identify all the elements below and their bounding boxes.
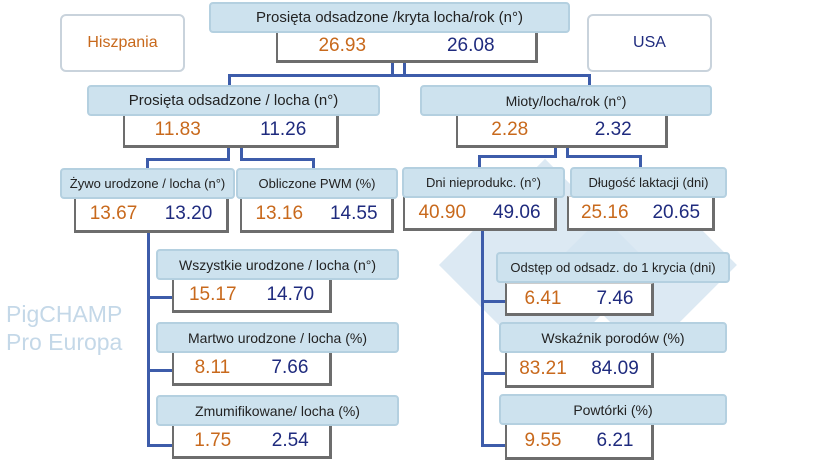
value-usa: 13.20 (164, 203, 213, 224)
node-total-born-header: Wszystkie urodzone / locha (n°) (156, 249, 399, 280)
value-spain: 9.55 (524, 430, 562, 451)
node-litters-values: 2.28 2.32 (456, 114, 668, 148)
connector (228, 74, 231, 88)
node-weaned-sow-values: 11.83 11.26 (123, 114, 339, 148)
connector (554, 145, 557, 158)
value-usa: 14.55 (329, 203, 378, 224)
connector (312, 158, 315, 172)
value-spain: 6.41 (524, 287, 562, 309)
connector (588, 74, 591, 88)
value-usa: 14.70 (266, 283, 315, 305)
connector (147, 444, 175, 447)
connector (566, 145, 569, 158)
value-usa: 6.21 (596, 430, 634, 451)
value-usa: 84.09 (591, 358, 639, 379)
node-mummified-header: Zmumifikowane/ locha (%) (156, 395, 399, 426)
value-spain: 13.16 (255, 203, 304, 224)
value-spain: 40.90 (418, 201, 467, 223)
connector (481, 300, 507, 303)
value-usa: 26.08 (446, 35, 495, 56)
value-usa: 11.26 (260, 119, 307, 140)
connector (478, 155, 557, 158)
value-spain: 1.75 (194, 429, 232, 451)
connector (228, 74, 591, 77)
value-spain: 2.28 (491, 119, 529, 140)
node-stillborn-header: Martwo urodzone / locha (%) (156, 322, 399, 353)
value-spain: 8.11 (194, 356, 231, 378)
node-repeats-values: 9.55 6.21 (505, 424, 654, 460)
node-npd-values: 40.90 49.06 (403, 196, 557, 231)
connector (391, 60, 394, 77)
connector (240, 145, 243, 160)
node-lactation-values: 25.16 20.65 (567, 196, 715, 231)
connector (240, 158, 315, 161)
connector (403, 60, 406, 77)
connector (147, 296, 175, 299)
connector (566, 155, 642, 158)
node-born-alive-values: 13.67 13.20 (74, 197, 229, 233)
connector (481, 228, 484, 447)
connector (478, 155, 481, 169)
value-spain: 13.67 (89, 203, 138, 224)
node-litters-header: Mioty/locha/rok (n°) (420, 85, 712, 116)
connector (146, 158, 149, 172)
value-spain: 83.21 (519, 358, 567, 379)
node-born-alive-header: Żywo urodzone / locha (n°) (60, 168, 235, 199)
node-wean-service-values: 6.41 7.46 (505, 283, 654, 316)
connector (639, 155, 642, 169)
value-spain: 11.83 (154, 119, 201, 140)
value-spain: 25.16 (580, 201, 629, 223)
node-farrowing-rate-values: 83.21 84.09 (505, 352, 654, 388)
connector (481, 372, 507, 375)
value-usa: 2.32 (594, 119, 632, 140)
watermark-text: PigCHAMP Pro Europa (6, 301, 123, 355)
connector (146, 158, 230, 161)
value-usa: 7.66 (271, 356, 309, 378)
connector (481, 444, 507, 447)
node-total-born-values: 15.17 14.70 (172, 278, 332, 313)
connector (147, 230, 150, 447)
node-lactation-header: Długość laktacji (dni) (570, 167, 727, 198)
connector (147, 369, 175, 372)
node-mummified-values: 1.75 2.54 (172, 424, 332, 459)
node-pwm-header: Obliczone PWM (%) (236, 168, 398, 199)
node-pwm-values: 13.16 14.55 (240, 197, 394, 233)
value-usa: 49.06 (492, 201, 541, 223)
legend-usa: USA (587, 14, 712, 72)
value-usa: 7.46 (596, 287, 634, 309)
node-top-values: 26.93 26.08 (276, 31, 538, 63)
node-top-header: Prosięta odsadzone /kryta locha/rok (n°) (209, 2, 570, 33)
node-wean-service-header: Odstęp od odsadz. do 1 krycia (dni) (496, 252, 730, 283)
node-npd-header: Dni nieprodukc. (n°) (402, 167, 565, 198)
legend-spain: Hiszpania (60, 14, 185, 72)
value-usa: 20.65 (652, 201, 701, 223)
node-weaned-sow-header: Prosięta odsadzone / locha (n°) (87, 85, 380, 116)
node-farrowing-rate-header: Wskaźnik porodów (%) (499, 322, 727, 353)
node-repeats-header: Powtórki (%) (499, 394, 727, 425)
connector (227, 145, 230, 160)
value-spain: 26.93 (318, 35, 367, 56)
value-spain: 15.17 (188, 283, 237, 305)
node-stillborn-values: 8.11 7.66 (172, 351, 332, 386)
value-usa: 2.54 (271, 429, 309, 451)
